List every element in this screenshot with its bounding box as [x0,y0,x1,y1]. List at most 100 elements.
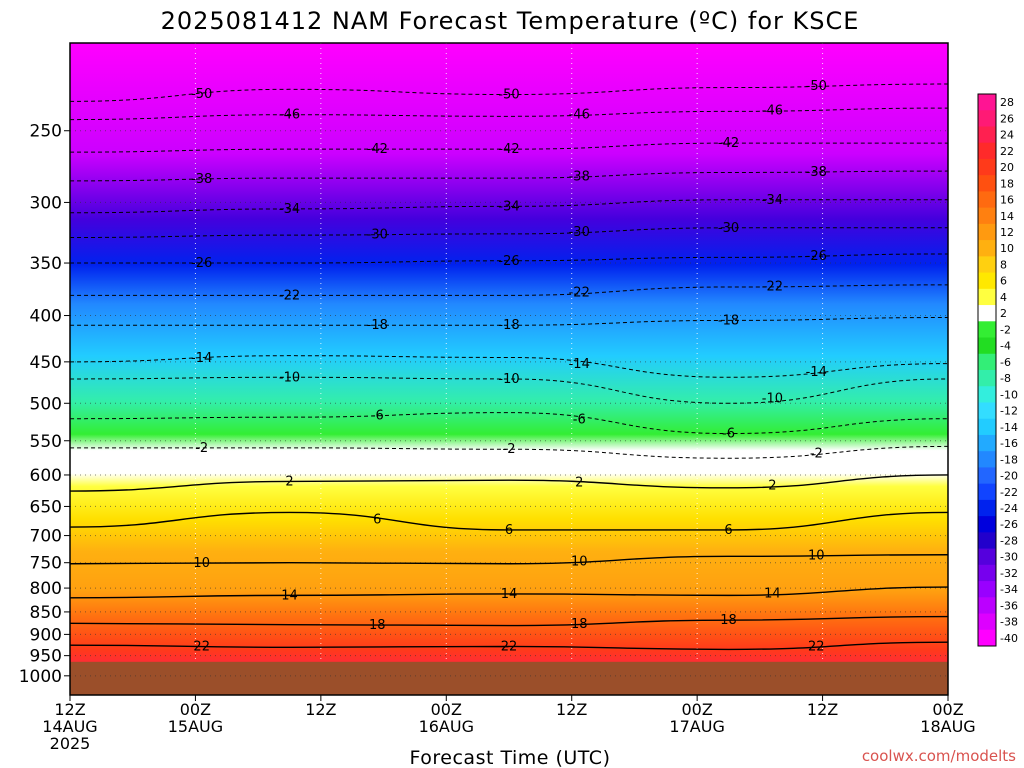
isotherm-label: 6 [724,523,732,538]
isotherm-label: 22 [501,639,518,654]
isotherm-line [69,511,949,531]
isotherm-line [69,83,949,102]
colorbar-label: 14 [1000,210,1014,223]
x-tick-label: 00Z [431,700,462,719]
colorbar-swatch [978,126,996,144]
x-tick-label: 12Z [54,700,85,719]
colorbar-label: 18 [1000,177,1014,190]
colorbar-label: 6 [1000,275,1007,288]
colorbar-label: 12 [1000,226,1014,239]
isotherm-label: -34 [498,199,519,214]
isotherm-label: -22 [569,286,590,301]
x-tick-label: 00Z [180,700,211,719]
isotherm-label: -38 [191,172,212,187]
isotherm-label: 6 [373,512,381,527]
isotherm-label: 22 [193,639,210,654]
colorbar-swatch [978,516,996,533]
y-tick-label: 800 [30,579,62,599]
colorbar-swatch [978,451,996,468]
y-axis: 2503003504004505005506006507007508008509… [19,122,70,687]
isotherm-line [69,586,949,599]
colorbar: 28 26 24 22 20 18 16 14 12 10 8 6 4 2 -2 -4 -6 -8 -10 -12 -1… [977,93,1018,647]
colorbar-swatch [978,110,996,127]
colorbar-swatch [978,597,996,615]
isotherm-label: -6 [371,408,384,423]
colorbar-label: 4 [1000,291,1007,304]
colorbar-swatch [978,386,996,403]
colorbar-label: -20 [1000,470,1018,483]
x-tick-label: 00Z [681,700,712,719]
isotherm-label: 6 [505,523,513,538]
colorbar-swatch [978,548,996,566]
colorbar-label: 2 [1000,307,1007,320]
y-tick-label: 650 [30,497,62,517]
isotherm-label: -50 [191,87,212,102]
x-tick-label: 00Z [932,700,963,719]
colorbar-swatch [978,402,996,420]
isotherm-label: 14 [764,587,781,602]
colorbar-label: -12 [1000,405,1018,418]
colorbar-label: -26 [1000,518,1018,531]
isotherm-label: -10 [762,391,783,406]
isotherm-label: 2 [285,474,293,489]
colorbar-label: -24 [1000,502,1018,515]
isotherm-line [69,355,949,378]
y-tick-label: 950 [30,647,62,667]
x-tick-label: 16AUG [419,717,474,736]
plot-frame [69,42,949,696]
colorbar-swatch [978,564,996,582]
colorbar-label: -4 [1000,340,1011,353]
isotherm-label: 14 [501,587,518,602]
isotherm-label: -18 [367,318,388,333]
isotherm-label: -26 [806,249,827,264]
colorbar-swatch [978,613,996,631]
isotherm-label: -30 [367,228,388,243]
colorbar-label: -40 [1000,632,1018,645]
colorbar-swatch [978,321,996,339]
isotherm-label: -38 [806,165,827,180]
x-tick-label: 14AUG [42,717,97,736]
colorbar-swatch [978,483,996,501]
y-tick-label: 750 [30,554,62,574]
isotherm-label: 18 [720,613,737,628]
colorbar-label: -36 [1000,599,1018,612]
isotherm-line [69,554,949,565]
colorbar-label: -32 [1000,567,1018,580]
isotherm-label: 18 [369,618,386,633]
isotherm-label: 10 [193,556,210,571]
colorbar-label: 22 [1000,145,1014,158]
isotherm-label: -34 [279,202,300,217]
isotherm-label: -18 [718,313,739,328]
isotherm-line [69,253,949,264]
isotherm-line [69,641,949,651]
y-tick-label: 700 [30,527,62,547]
colorbar-label: 26 [1000,112,1014,125]
isotherm-label: -30 [718,221,739,236]
colorbar-swatch [978,434,996,452]
x-tick-label: 12Z [305,700,336,719]
isotherm-label: -2 [195,441,208,456]
isotherm-label: -46 [762,104,783,119]
colorbar-label: 8 [1000,258,1007,271]
isotherm-label: 2 [768,478,776,493]
colorbar-label: -8 [1000,372,1011,385]
colorbar-label: -34 [1000,583,1018,596]
colorbar-label: -28 [1000,534,1018,547]
isotherm-label: -6 [722,427,735,442]
isotherm-label: -50 [498,88,519,103]
chart-title: 2025081412 NAM Forecast Temperature (ºC)… [161,7,860,35]
colorbar-label: 24 [1000,129,1014,142]
colorbar-swatch [978,353,996,371]
isotherm-line [69,107,949,121]
x-tick-label: 2025 [50,734,91,753]
colorbar-swatch [978,240,996,257]
colorbar-label: -14 [1000,421,1018,434]
isotherm-label: -42 [718,136,739,151]
isotherm-label: -2 [810,447,823,462]
isotherm-label: -46 [279,108,300,123]
colorbar-label: -16 [1000,437,1018,450]
colorbar-label: -30 [1000,551,1018,564]
isotherm-label: -34 [762,193,783,208]
colorbar-swatch [978,629,996,647]
colorbar-swatch [978,142,996,160]
